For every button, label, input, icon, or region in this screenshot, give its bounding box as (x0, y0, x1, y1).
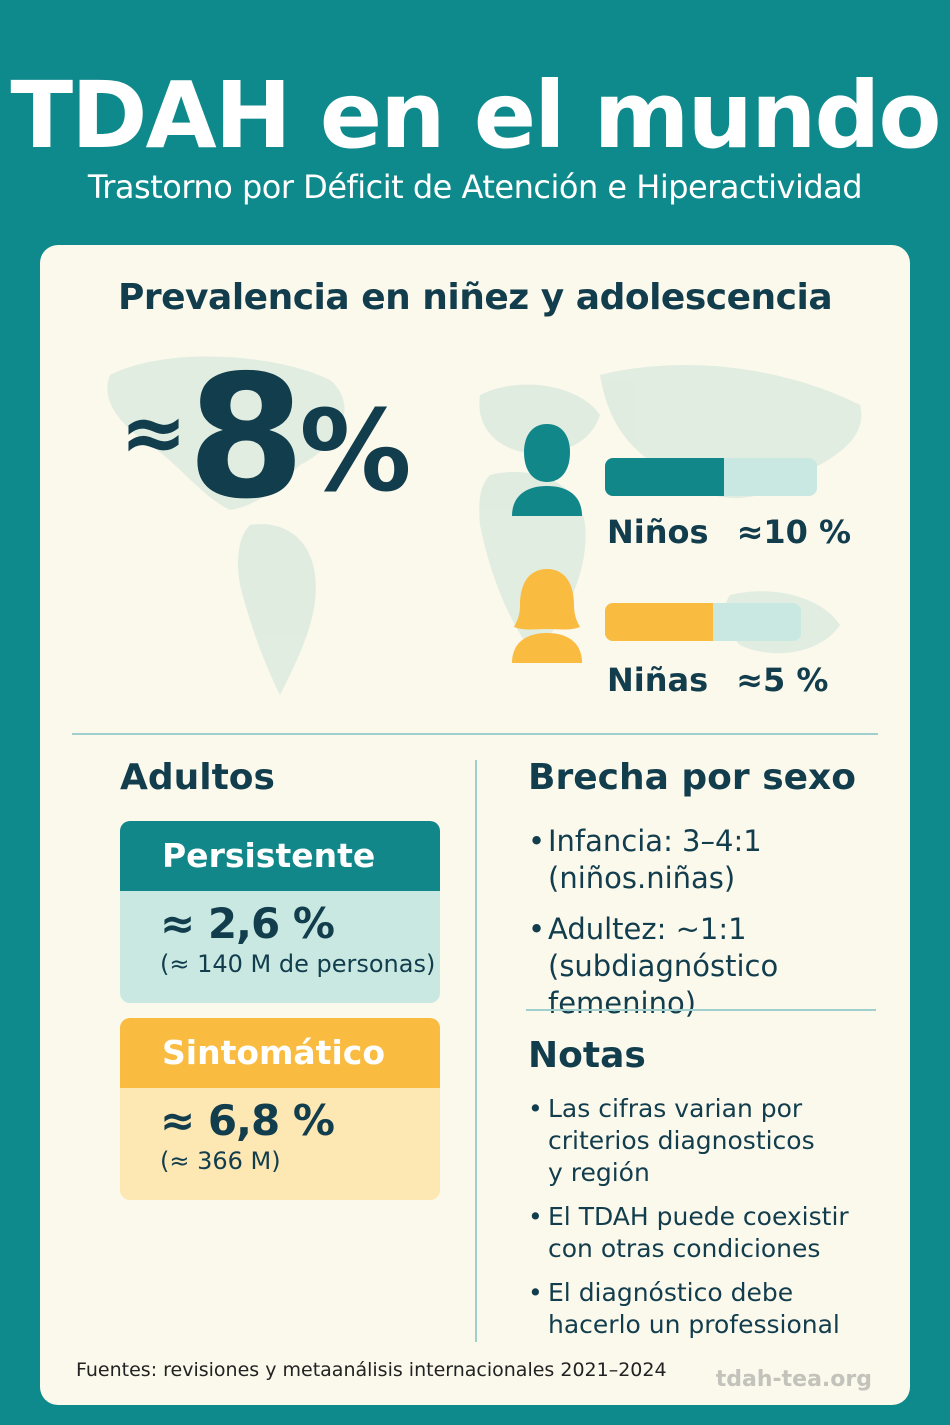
gap-title: Brecha por sexo (528, 757, 856, 798)
boys-value: ≈10 % (736, 513, 852, 551)
big-prevalence-stat: ≈8% (120, 353, 412, 523)
girl-icon (512, 569, 582, 663)
gap-list: Infancia: 3–4:1(niños.niñas) Adultez: ~1… (528, 823, 898, 1036)
page-title: TDAH en el mundo (10, 62, 941, 169)
adults-title: Adultos (120, 757, 275, 798)
boys-label-row: Niños ≈10 % (607, 513, 851, 551)
symptomatic-value: ≈ 6,8 % (160, 1096, 335, 1145)
notes-title: Notas (528, 1035, 646, 1076)
page-subtitle: Trastorno por Déficit de Atención e Hipe… (87, 168, 863, 206)
boys-bar (605, 458, 817, 496)
girls-label-row: Niñas ≈5 % (607, 661, 828, 699)
sources-footer: Fuentes: revisiones y metaanálisis inter… (76, 1359, 667, 1381)
gap-item: Infancia: 3–4:1(niños.niñas) (528, 823, 898, 897)
persistent-body: ≈ 2,6 % (≈ 140 M de personas) (120, 891, 440, 1003)
column-divider (475, 760, 477, 1342)
big-percent: % (299, 387, 412, 517)
symptomatic-body: ≈ 6,8 % (≈ 366 M) (120, 1088, 440, 1200)
persistent-note: (≈ 140 M de personas) (160, 950, 436, 978)
boys-label: Niños (607, 513, 709, 551)
prevalence-title: Prevalencia en niñez y adolescencia (118, 277, 833, 318)
approx-symbol: ≈ (120, 386, 188, 479)
girls-value: ≈5 % (736, 661, 829, 699)
site-watermark: tdah-tea.org (715, 1367, 872, 1392)
boys-bar-fill (605, 458, 724, 496)
boy-icon (512, 424, 582, 516)
persistent-box: Persistente ≈ 2,6 % (≈ 140 M de personas… (120, 821, 440, 1003)
symptomatic-note: (≈ 366 M) (160, 1147, 281, 1175)
notes-divider (526, 1009, 876, 1011)
symptomatic-header: Sintomático (120, 1018, 440, 1088)
persistent-header: Persistente (120, 821, 440, 891)
girls-bar-fill (605, 603, 713, 641)
content-card: Prevalencia en niñez y adolescencia ≈8% … (40, 245, 910, 1405)
girls-label: Niñas (607, 661, 709, 699)
gap-item: Adultez: ~1:1(subdiagnóstico femenino) (528, 911, 898, 1022)
symptomatic-box: Sintomático ≈ 6,8 % (≈ 366 M) (120, 1018, 440, 1200)
girls-bar (605, 603, 801, 641)
big-number: 8 (187, 339, 305, 537)
persistent-value: ≈ 2,6 % (160, 899, 335, 948)
section-divider (72, 733, 878, 735)
